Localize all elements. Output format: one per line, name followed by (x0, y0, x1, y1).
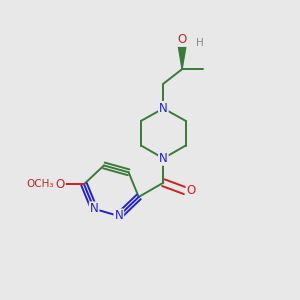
Text: O: O (187, 184, 196, 197)
Text: OCH₃: OCH₃ (27, 179, 54, 189)
Text: N: N (159, 152, 168, 165)
Text: O: O (56, 178, 65, 191)
Text: H: H (196, 38, 204, 48)
Polygon shape (178, 46, 186, 69)
Text: O: O (178, 33, 187, 46)
Text: N: N (114, 209, 123, 223)
Text: N: N (90, 202, 98, 215)
Text: N: N (159, 102, 168, 115)
